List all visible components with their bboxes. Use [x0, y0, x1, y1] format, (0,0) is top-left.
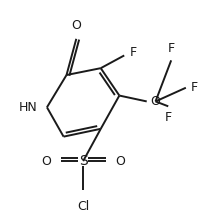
Text: HN: HN [18, 101, 37, 114]
Text: F: F [168, 43, 175, 55]
Text: Cl: Cl [77, 200, 89, 213]
Text: O: O [41, 155, 51, 168]
Text: S: S [79, 154, 88, 168]
Text: O: O [151, 95, 161, 108]
Text: O: O [115, 155, 125, 168]
Text: O: O [71, 19, 81, 32]
Text: F: F [191, 81, 198, 94]
Text: F: F [130, 46, 137, 59]
Text: F: F [165, 111, 172, 124]
